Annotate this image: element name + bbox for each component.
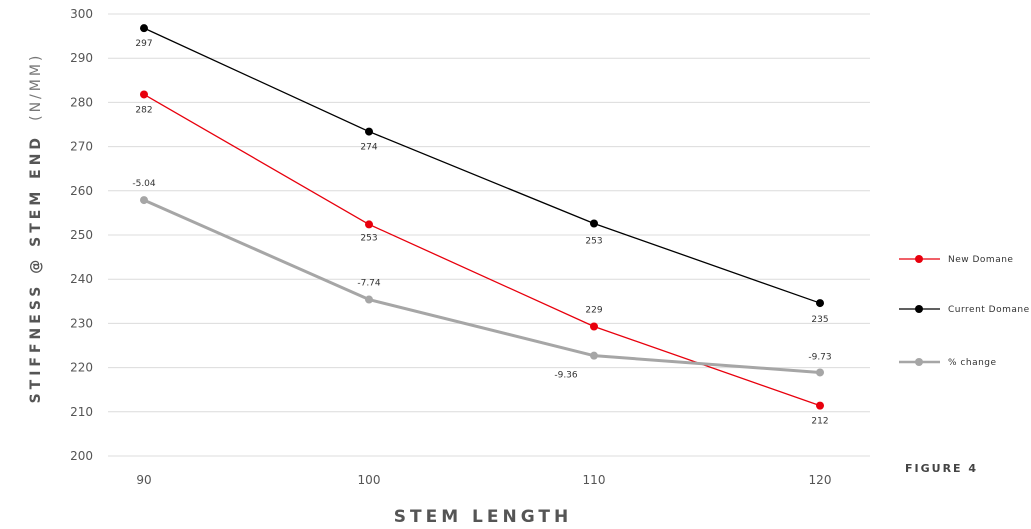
data-label: -9.73 [808,352,831,362]
x-tick-labels: 90 100 110 120 [136,473,831,487]
series-line [143,27,821,304]
legend-swatch-marker [915,358,923,366]
data-point [816,299,824,308]
legend-item: % change [899,358,997,368]
series-current-domane: 297 274 253 235 [135,24,829,325]
data-label: 274 [360,143,377,153]
legend: New Domane Current Domane % change [899,255,1030,368]
y-axis-title-unit: (N/MM) [28,53,44,121]
y-tick-label: 220 [70,361,93,375]
legend-label: % change [948,358,997,368]
data-point [140,196,148,205]
legend-label: New Domane [948,255,1013,265]
data-point [140,90,148,99]
y-tick-label: 250 [70,228,93,242]
y-tick-label: 290 [70,51,93,65]
y-tick-label: 230 [70,316,93,330]
y-tick-label: 210 [70,405,93,419]
y-tick-labels: 200 210 220 230 240 250 260 270 280 290 300 [70,7,93,463]
series-new-domane: 282 253 229 212 [135,90,829,427]
x-axis-title: STEM LENGTH [394,507,572,527]
data-label: 253 [585,237,602,247]
data-label: 229 [585,305,602,315]
legend-swatch-marker [915,255,923,263]
x-tick-label: 90 [136,473,151,487]
series-line [143,198,821,374]
x-tick-label: 120 [809,473,832,487]
data-point [590,322,598,331]
data-label: 282 [135,105,152,115]
y-tick-label: 300 [70,7,93,21]
data-point [816,368,824,377]
data-point [140,24,148,33]
figure-label: FIGURE 4 [905,462,978,475]
data-point [590,219,598,228]
series-change: -5.04 -7.74 -9.36 -9.73 [132,179,831,381]
series-group: 282253229212297274253235-5.04-7.74-9.36-… [132,24,832,427]
y-axis-title-main: STIFFNESS @ STEM END [28,134,44,403]
data-label: 253 [360,233,377,243]
data-point [365,295,373,304]
data-label: 297 [135,39,152,49]
legend-item: Current Domane [899,305,1030,315]
series-line [143,93,821,407]
y-axis-title: STIFFNESS @ STEM END (N/MM) [25,53,44,404]
data-label: -9.36 [554,371,578,381]
data-point [590,351,598,360]
data-label: -7.74 [357,279,381,289]
x-tick-label: 110 [583,473,606,487]
data-point [365,127,373,136]
legend-item: New Domane [899,255,1013,265]
y-tick-label: 270 [70,140,93,154]
data-point [365,220,373,229]
legend-swatch-marker [915,305,923,313]
data-label: 235 [811,315,828,325]
y-tick-label: 200 [70,449,93,463]
data-label: 212 [811,417,828,427]
x-tick-label: 100 [358,473,381,487]
data-point [816,401,824,410]
legend-label: Current Domane [948,305,1030,315]
y-tick-label: 240 [70,272,93,286]
y-tick-label: 260 [70,184,93,198]
y-tick-label: 280 [70,95,93,109]
data-label: -5.04 [132,179,156,189]
